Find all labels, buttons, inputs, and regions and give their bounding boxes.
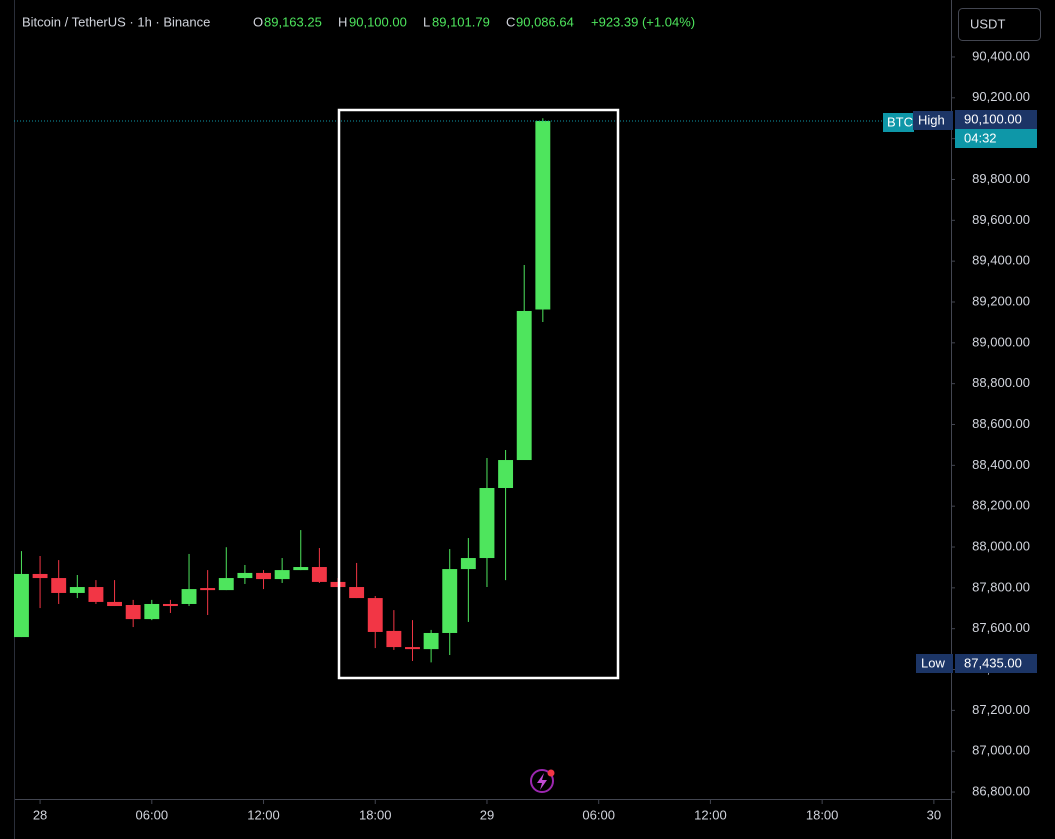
tag-text: 90,100.00 bbox=[964, 111, 1022, 126]
tag-text: Low bbox=[921, 655, 945, 670]
candle-body bbox=[516, 310, 532, 461]
tag-text: 87,435.00 bbox=[964, 655, 1022, 670]
candle-body bbox=[256, 572, 271, 580]
price-tags: BTC High 90,100.00 04:32 Low 87,435.00 bbox=[883, 110, 1037, 673]
y-tick-label: 87,200.00 bbox=[972, 702, 1030, 717]
candle-body bbox=[460, 558, 476, 570]
candle-body bbox=[69, 587, 85, 593]
candle-body bbox=[218, 578, 234, 591]
tag-text: High bbox=[918, 112, 945, 127]
icon-ring[interactable] bbox=[530, 769, 554, 793]
y-tick-label: 87,600.00 bbox=[972, 620, 1030, 635]
candle-body bbox=[14, 573, 29, 638]
candle-body bbox=[181, 589, 197, 604]
header: Bitcoin / TetherUS · 1h · Binance O 89,1… bbox=[22, 14, 695, 29]
tag-text: 04:32 bbox=[964, 130, 997, 145]
candle-body bbox=[51, 578, 67, 593]
candle-body bbox=[367, 598, 383, 632]
x-tick-label: 06:00 bbox=[136, 807, 169, 822]
candle-body bbox=[200, 588, 216, 591]
ohlc-key: H bbox=[338, 14, 347, 29]
ohlc-value: 90,100.00 bbox=[349, 14, 407, 29]
tag-bg bbox=[955, 129, 1037, 148]
x-tick-label: 12:00 bbox=[247, 807, 280, 822]
ohlc-value: 89,101.79 bbox=[432, 14, 490, 29]
y-tick-label: 86,800.00 bbox=[972, 783, 1030, 798]
candle-body bbox=[479, 488, 495, 559]
candle-body bbox=[144, 603, 160, 620]
candle-body bbox=[442, 569, 458, 633]
icon-dot[interactable] bbox=[547, 769, 555, 777]
candle-body bbox=[107, 601, 123, 607]
x-tick-label: 29 bbox=[480, 807, 494, 822]
candle-body bbox=[311, 567, 327, 582]
tag-bg bbox=[883, 113, 914, 132]
button-frame[interactable] bbox=[958, 8, 1041, 41]
y-tick-label: 87,000.00 bbox=[972, 743, 1030, 758]
candle-body bbox=[125, 605, 141, 620]
tag-bg bbox=[916, 654, 953, 673]
ohlc-value: 89,163.25 bbox=[264, 14, 322, 29]
candle-body bbox=[88, 587, 104, 602]
x-tick-label: 30 bbox=[927, 807, 941, 822]
y-tick-label: 89,800.00 bbox=[972, 171, 1030, 186]
currency-button[interactable]: USDT bbox=[958, 8, 1041, 41]
tag-bg bbox=[955, 110, 1037, 129]
plot bbox=[14, 118, 951, 663]
highlight-box bbox=[337, 108, 620, 680]
candle-body bbox=[386, 630, 402, 648]
ohlc-key: C bbox=[506, 14, 515, 29]
y-tick-label: 88,200.00 bbox=[972, 498, 1030, 513]
tag-text: BTC bbox=[887, 114, 913, 129]
y-tick-label: 88,600.00 bbox=[972, 416, 1030, 431]
y-tick-label: 89,200.00 bbox=[972, 293, 1030, 308]
y-tick-label: 90,400.00 bbox=[972, 48, 1030, 63]
candle-body bbox=[293, 567, 309, 571]
x-tick-label: 28 bbox=[33, 807, 47, 822]
candle-body bbox=[237, 572, 253, 579]
y-tick-label: 88,000.00 bbox=[972, 538, 1030, 553]
candle-body bbox=[498, 460, 514, 489]
candle-body bbox=[535, 120, 551, 310]
candle-body bbox=[32, 573, 48, 579]
lightning-icon[interactable] bbox=[530, 769, 555, 793]
y-tick-label: 87,800.00 bbox=[972, 579, 1030, 594]
ohlc-key: O bbox=[253, 14, 263, 29]
ohlc-value: 90,086.64 bbox=[516, 14, 574, 29]
icon-bolt[interactable] bbox=[537, 773, 547, 790]
tag-bg bbox=[955, 654, 1037, 673]
y-tick-label: 89,600.00 bbox=[972, 212, 1030, 227]
y-tick-label: 88,400.00 bbox=[972, 457, 1030, 472]
candle-body bbox=[405, 647, 420, 650]
candle-body bbox=[274, 570, 290, 580]
button-label[interactable]: USDT bbox=[970, 16, 1005, 31]
y-tick-label: 90,200.00 bbox=[972, 89, 1030, 104]
ohlc-key: L bbox=[423, 14, 430, 29]
change: +923.39 (+1.04%) bbox=[591, 14, 695, 29]
y-tick-label: 89,400.00 bbox=[972, 253, 1030, 268]
symbol-title: Bitcoin / TetherUS · 1h · Binance bbox=[22, 14, 210, 29]
candle-body bbox=[349, 587, 365, 599]
x-tick-label: 12:00 bbox=[694, 807, 727, 822]
y-tick-label: 88,800.00 bbox=[972, 375, 1030, 390]
candle-body bbox=[423, 632, 439, 650]
x-tick-label: 06:00 bbox=[582, 807, 615, 822]
x-tick-label: 18:00 bbox=[359, 807, 392, 822]
candle-body bbox=[162, 603, 178, 607]
y-tick-label: 89,000.00 bbox=[972, 334, 1030, 349]
x-tick-label: 18:00 bbox=[806, 807, 839, 822]
tag-bg bbox=[913, 111, 953, 130]
